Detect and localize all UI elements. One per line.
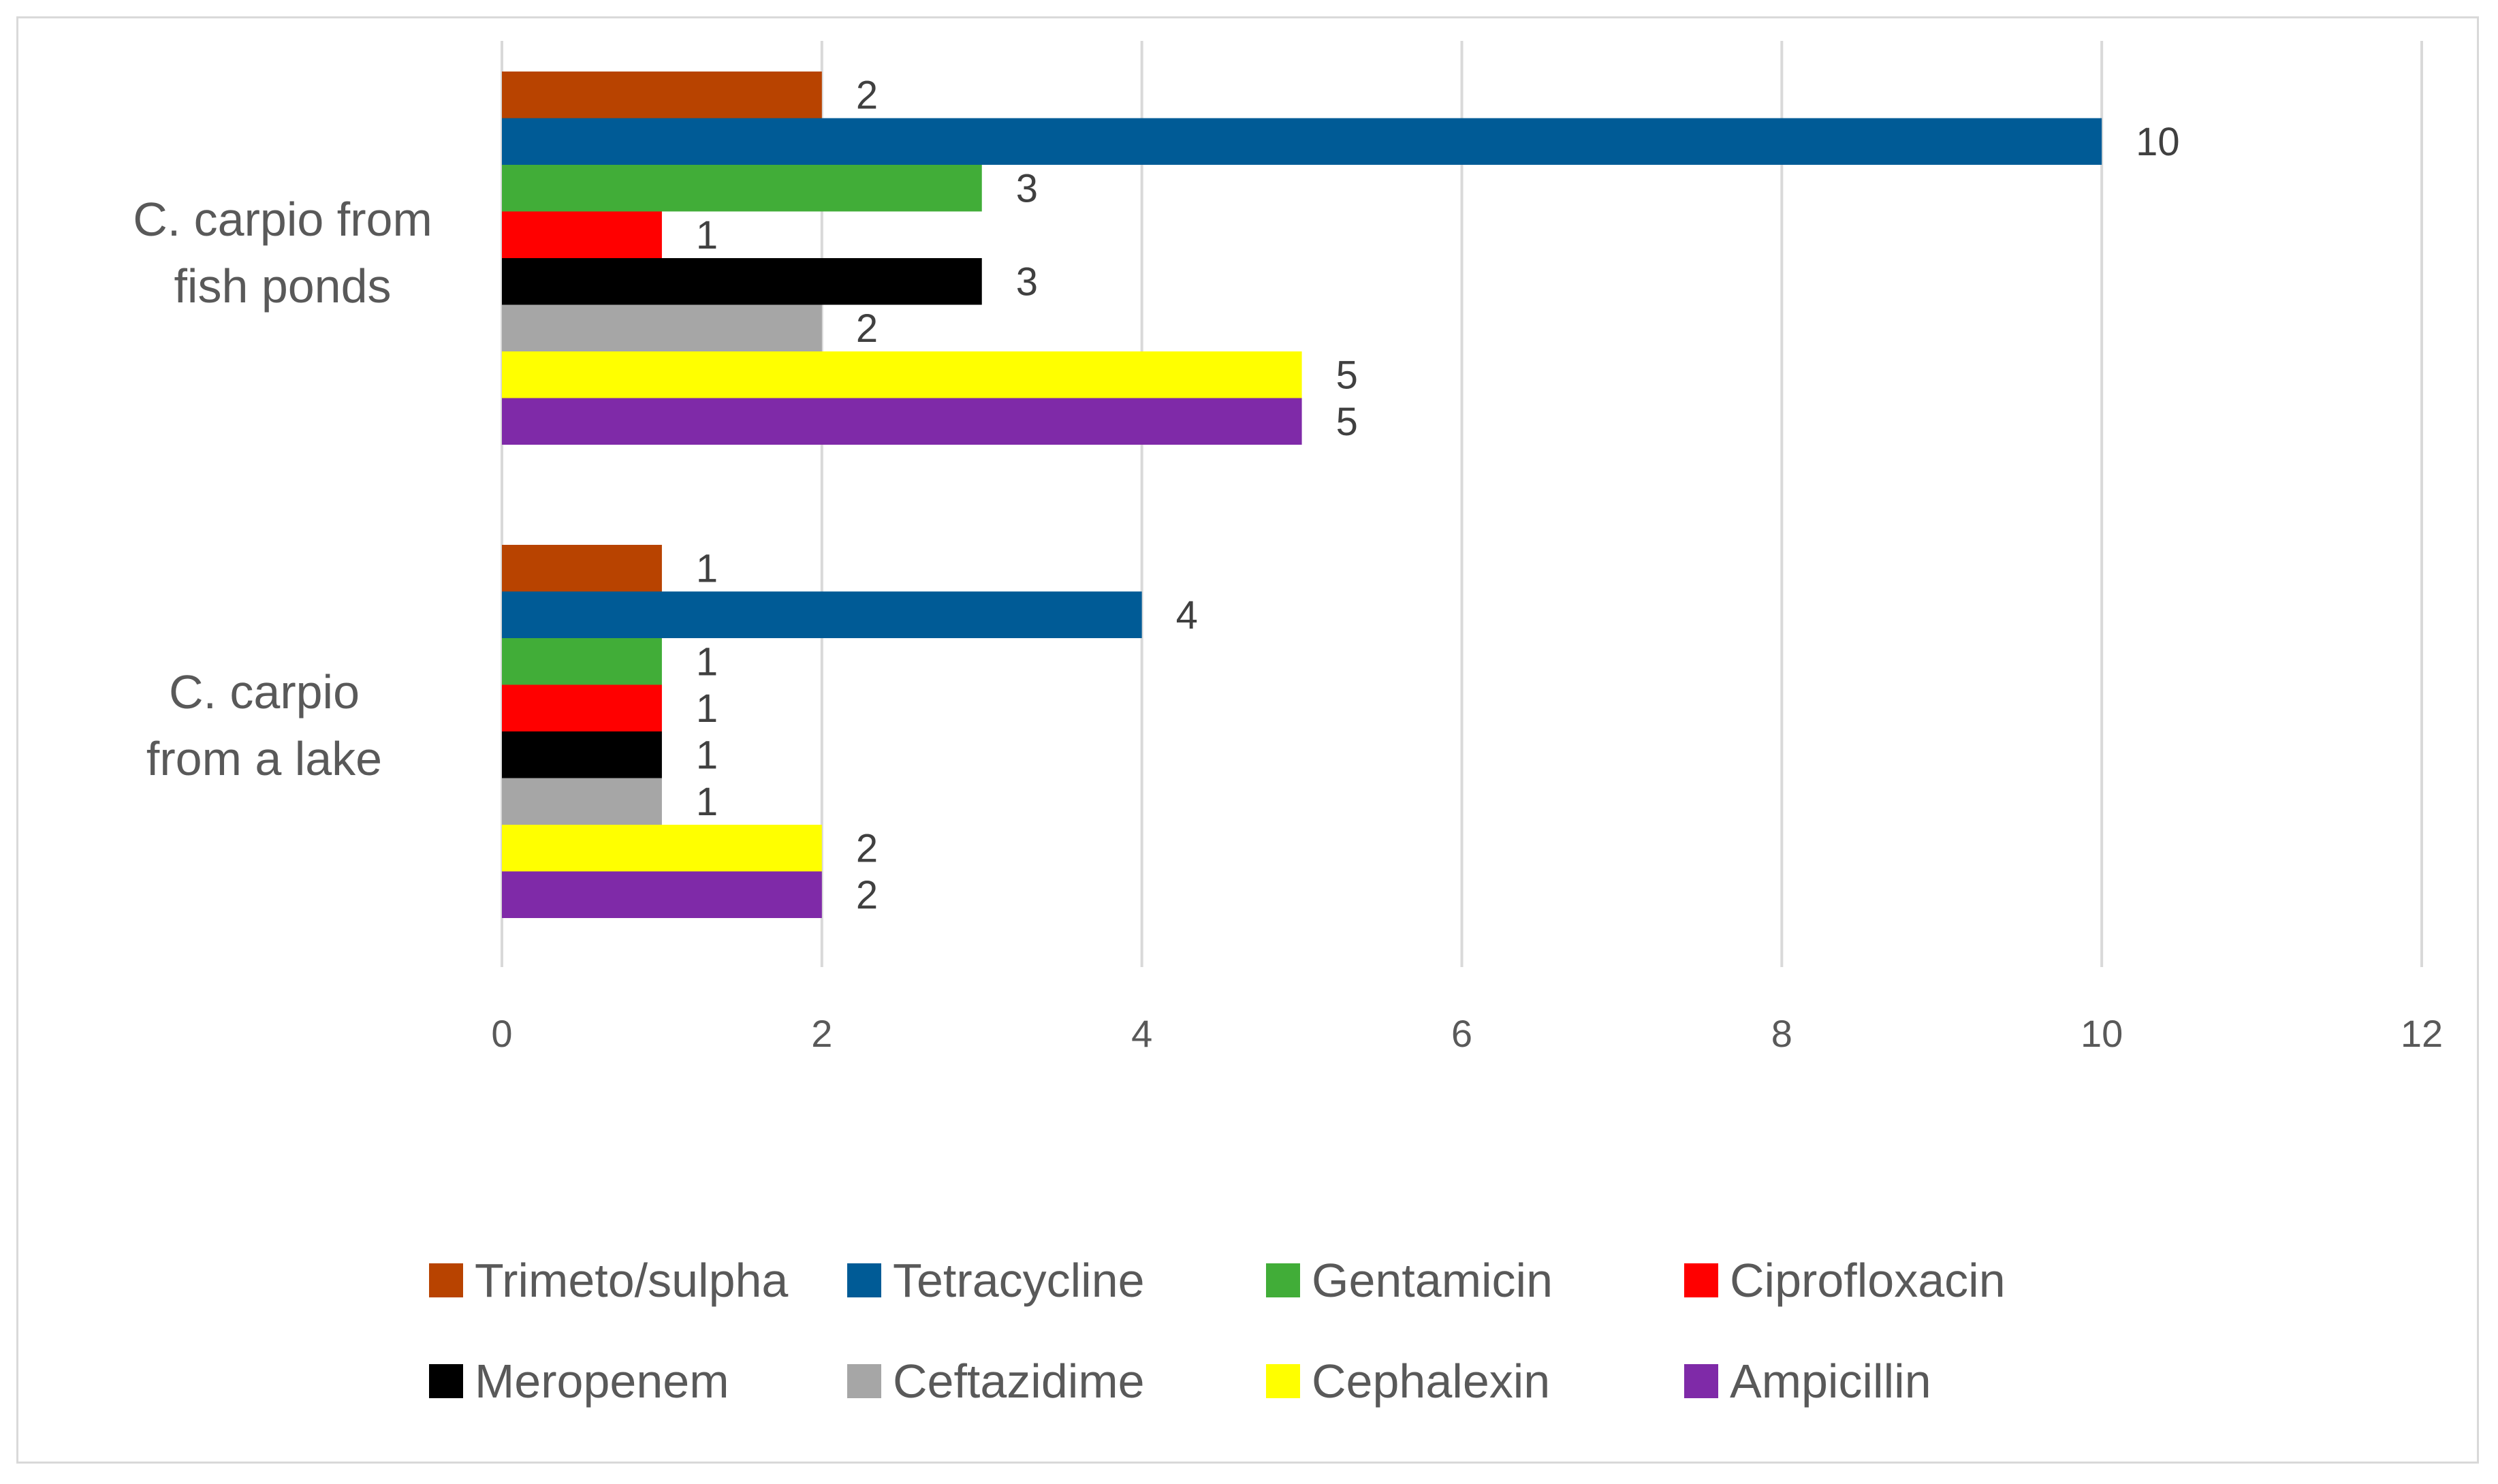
- legend-label: Gentamicin: [1312, 1254, 1553, 1307]
- legend-swatch-ciprofloxacin: [1684, 1263, 1718, 1297]
- legend-label: Ciprofloxacin: [1730, 1254, 2006, 1307]
- legend-swatch-cephalexin: [1266, 1364, 1300, 1398]
- bar-trimeto-sulpha-ponds: [502, 72, 822, 119]
- category-label-line: C. carpio: [169, 665, 360, 719]
- legend-swatch-ampicillin: [1684, 1364, 1718, 1398]
- data-label: 10: [2136, 120, 2180, 164]
- data-label: 1: [696, 733, 718, 777]
- category-label-line: from a lake: [146, 732, 382, 785]
- bar-tetracycline-lake: [502, 591, 1142, 638]
- x-tick-label: 6: [1451, 1012, 1472, 1055]
- data-label: 1: [696, 546, 718, 590]
- x-tick-label: 12: [2401, 1012, 2443, 1055]
- x-tick-label: 10: [2081, 1012, 2123, 1055]
- data-label: 3: [1016, 166, 1038, 210]
- bar-ciprofloxacin-ponds: [502, 211, 662, 258]
- bar-ceftazidime-ponds: [502, 304, 822, 351]
- data-label: 1: [696, 780, 718, 824]
- legend-label: Cephalexin: [1312, 1355, 1550, 1408]
- legend-label: Meropenem: [475, 1355, 729, 1408]
- bar-meropenem-ponds: [502, 258, 982, 305]
- bar-ceftazidime-lake: [502, 778, 662, 825]
- bar-meropenem-lake: [502, 731, 662, 778]
- legend-swatch-meropenem: [429, 1364, 463, 1398]
- data-label: 2: [856, 73, 878, 117]
- data-label: 2: [856, 826, 878, 870]
- bar-ampicillin-lake: [502, 871, 822, 918]
- bar-gentamicin-ponds: [502, 165, 982, 212]
- bar-cephalexin-lake: [502, 825, 822, 872]
- data-label: 1: [696, 686, 718, 731]
- x-tick-label: 8: [1771, 1012, 1792, 1055]
- bar-gentamicin-lake: [502, 638, 662, 685]
- chart-frame: [16, 16, 2479, 1464]
- legend-swatch-ceftazidime: [847, 1364, 881, 1398]
- data-label: 4: [1176, 593, 1198, 637]
- data-label: 2: [856, 873, 878, 917]
- legend-label: Ceftazidime: [893, 1355, 1145, 1408]
- category-label-line: fish ponds: [174, 259, 391, 313]
- category-label-lake: C. carpio from a lake: [146, 665, 382, 785]
- bar-cephalexin-ponds: [502, 351, 1302, 398]
- legend-label: Ampicillin: [1730, 1355, 1931, 1408]
- data-label: 2: [856, 306, 878, 351]
- bar-ciprofloxacin-lake: [502, 684, 662, 731]
- category-label-ponds: C. carpio from fish ponds: [133, 193, 432, 313]
- category-label-line: C. carpio from: [133, 193, 432, 246]
- x-tick-label: 2: [811, 1012, 832, 1055]
- x-tick-label: 4: [1131, 1012, 1152, 1055]
- legend-label: Trimeto/sulpha: [475, 1254, 788, 1307]
- data-label: 3: [1016, 259, 1038, 304]
- legend-swatch-tetracycline: [847, 1263, 881, 1297]
- data-label: 1: [696, 213, 718, 257]
- data-label: 5: [1336, 353, 1358, 397]
- bar-trimeto-sulpha-lake: [502, 545, 662, 592]
- legend-label: Tetracycline: [893, 1254, 1145, 1307]
- bar-ampicillin-ponds: [502, 398, 1302, 445]
- legend-swatch-gentamicin: [1266, 1263, 1300, 1297]
- x-tick-label: 0: [491, 1012, 512, 1055]
- data-label: 1: [696, 640, 718, 684]
- legend-swatch-trimeto-sulpha: [429, 1263, 463, 1297]
- data-label: 5: [1336, 400, 1358, 444]
- bar-tetracycline-ponds: [502, 118, 2102, 165]
